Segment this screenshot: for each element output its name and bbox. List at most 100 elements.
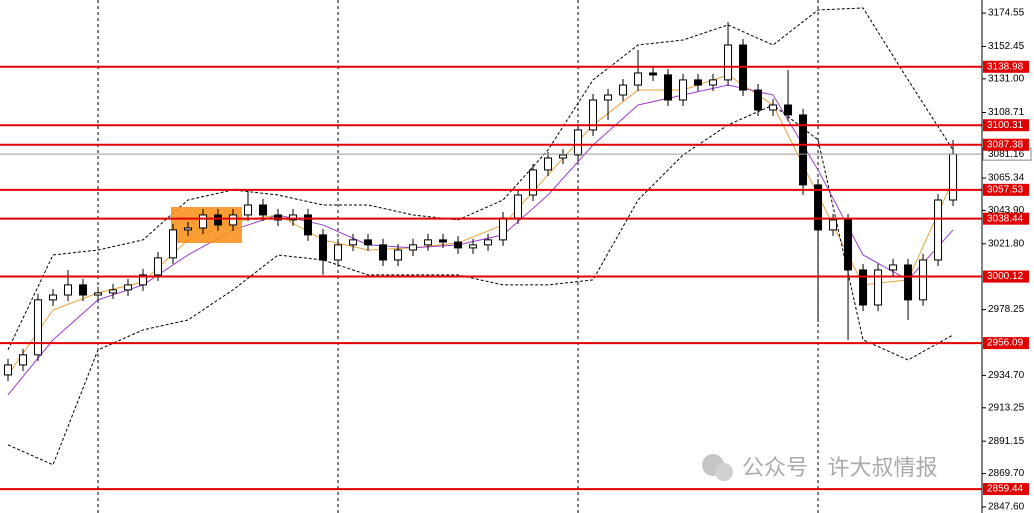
y-tick-label: 3065.34 [988, 173, 1025, 184]
candle-body [319, 234, 328, 261]
level-label: 3100.31 [987, 120, 1024, 131]
candle-body [814, 184, 823, 231]
levels: 3081.16 3138.98 3100.31 3087.38 3057.53 3038.… [0, 60, 1032, 496]
level-label: 2956.09 [987, 338, 1024, 349]
axis-labels: 3174.55 3152.45 3131.00 3108.71 3065.34 3043.… [982, 8, 1025, 513]
indicator-line [7, 104, 954, 466]
candle-body [184, 227, 193, 231]
candle-body [63, 284, 72, 296]
candle-body [499, 217, 508, 241]
candle-body [469, 244, 478, 249]
candle-body [574, 129, 583, 156]
candle-body [919, 259, 928, 301]
candle-body [484, 239, 493, 246]
indicator-line [7, 84, 954, 396]
candle-body [544, 157, 553, 171]
candle-body [844, 219, 853, 271]
candle-body [709, 79, 718, 86]
candle-body [48, 294, 57, 301]
candle-body [904, 264, 913, 301]
level-box [983, 212, 1029, 225]
candle-body [109, 289, 118, 294]
level-label: 3000.12 [987, 271, 1024, 282]
level-box [983, 138, 1029, 151]
y-tick-label: 2847.60 [988, 502, 1025, 513]
candle-body [529, 169, 538, 196]
candle-body [244, 204, 253, 216]
candle-body [379, 244, 388, 261]
candle-body [649, 72, 658, 76]
candle-body [934, 199, 943, 261]
candle-body [424, 239, 433, 246]
level-label: 3038.44 [987, 213, 1024, 224]
candle-body [514, 194, 523, 219]
level-box [983, 270, 1029, 283]
candle-body [3, 364, 12, 376]
indicators [7, 7, 954, 466]
candle-body [949, 153, 958, 201]
candle-body [769, 104, 778, 111]
level-box [983, 119, 1029, 132]
y-tick-label: 3152.45 [988, 41, 1025, 52]
y-tick-label: 3174.55 [988, 8, 1025, 19]
candle-body [94, 292, 103, 296]
candle-body [33, 299, 42, 356]
candle-body [889, 264, 898, 271]
candle-body [78, 284, 87, 296]
candle-body [454, 241, 463, 249]
level-label: 3057.53 [987, 184, 1024, 195]
y-tick-label: 3108.71 [988, 107, 1025, 118]
y-tick-label: 3043.90 [988, 205, 1025, 216]
candle-body [784, 104, 793, 116]
candle-body [409, 244, 418, 251]
candle-body [214, 214, 223, 226]
level-box [983, 483, 1029, 496]
candle-body [274, 214, 283, 221]
watermark: 公众号 · 许大叔情报 [702, 454, 938, 481]
candle-body [799, 114, 808, 186]
candle-body [634, 72, 643, 86]
candle-body [169, 229, 178, 259]
watermark-text: 公众号 · 许大叔情报 [742, 455, 938, 480]
candle-body [829, 219, 838, 231]
candle-body [589, 99, 598, 131]
y-tick-label: 2913.25 [988, 402, 1025, 413]
candle-body [124, 284, 133, 291]
candle-body [559, 154, 568, 159]
candle-body [619, 84, 628, 96]
candle-body [859, 269, 868, 306]
indicator-line [7, 7, 954, 351]
candle-body [154, 257, 163, 276]
candle-body [604, 94, 613, 101]
y-tick-label: 2869.70 [988, 468, 1025, 479]
candle-body [694, 79, 703, 86]
candle-body [229, 214, 238, 226]
candle-body [199, 214, 208, 229]
candle-body [349, 239, 358, 246]
level-box [983, 337, 1029, 350]
grid [97, 0, 819, 513]
y-tick-label: 2934.70 [988, 370, 1025, 381]
candle-body [664, 74, 673, 101]
y-tick-label: 2891.15 [988, 436, 1025, 447]
level-box [983, 183, 1029, 196]
y-tick-label: 3131.00 [988, 73, 1025, 84]
candle-body [874, 269, 883, 306]
candle-body [394, 249, 403, 261]
y-tick-label: 2978.25 [988, 304, 1025, 315]
level-label: 3138.98 [987, 61, 1024, 72]
candle-body [439, 239, 448, 243]
candle-body [364, 239, 373, 246]
candle-body [754, 89, 763, 111]
candle-body [259, 204, 268, 216]
indicator-line [7, 74, 954, 376]
candle-body [304, 214, 313, 236]
watermark-icon [715, 463, 733, 481]
level-box [983, 60, 1029, 73]
last-price-label: 3081.16 [988, 149, 1025, 160]
candle-body [18, 354, 27, 366]
level-label: 3087.38 [987, 139, 1024, 150]
candle-body [139, 274, 148, 286]
